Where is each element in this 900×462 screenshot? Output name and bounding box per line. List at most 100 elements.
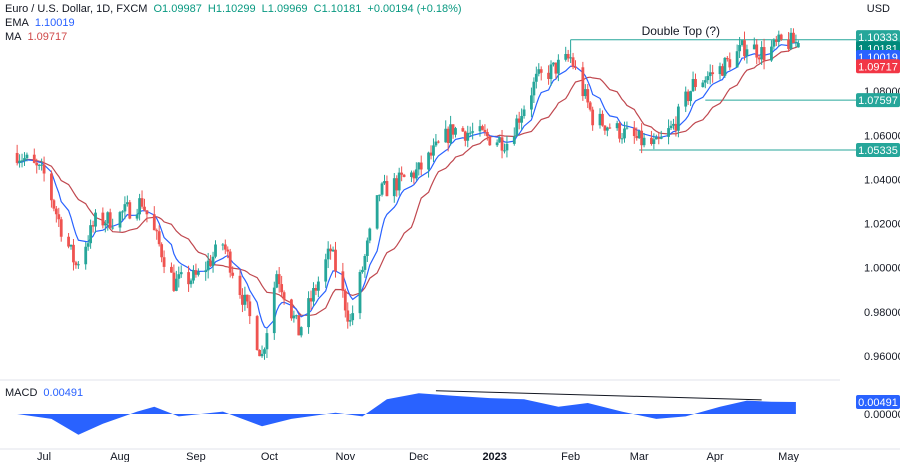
y-tick-label: 1.04000 (864, 174, 900, 186)
candle-body (72, 244, 75, 263)
candle-body (245, 294, 249, 302)
candle-body (243, 294, 247, 305)
candle-body (530, 95, 533, 110)
candle-body (757, 57, 761, 60)
candle-body (485, 132, 489, 137)
candle-body (194, 270, 198, 275)
candle-body (160, 244, 164, 258)
candle-body (103, 223, 107, 226)
currency-label: USD (866, 3, 890, 15)
symbol-title: Euro / U.S. Dollar, 1D, FXCM (5, 3, 148, 15)
chart-legend-ohlc: Euro / U.S. Dollar, 1D, FXCM O1.09987 H1… (5, 3, 462, 15)
candle-body (429, 152, 433, 156)
candle-body (549, 64, 553, 79)
candle-body (689, 91, 693, 102)
candle-body (290, 299, 293, 319)
candle-body (721, 66, 724, 76)
ma-line (16, 45, 799, 316)
candle-body (170, 266, 173, 273)
candle-body (669, 125, 673, 129)
candle-body (52, 200, 56, 209)
candle-body (419, 162, 423, 170)
candle-body (400, 172, 404, 175)
ema-legend[interactable]: EMA 1.10019 (5, 17, 75, 29)
candle-body (23, 158, 26, 161)
candle-body (402, 174, 406, 177)
candle-body (789, 32, 793, 49)
candle-body (718, 66, 722, 75)
candle-body (145, 210, 149, 215)
macd-price-tag-label: 0.00491 (858, 397, 898, 409)
x-tick-label: Feb (561, 451, 580, 462)
low-value: L1.09969 (261, 3, 308, 15)
candle-body (466, 132, 470, 141)
candle-body (728, 59, 732, 68)
candle-body (282, 292, 286, 300)
candle-body (774, 39, 778, 42)
candle-body (552, 62, 555, 65)
candle-body (143, 206, 146, 211)
candle-body (106, 212, 110, 224)
candle-body (292, 315, 296, 319)
change-value: +0.00194 (+0.18%) (367, 3, 462, 15)
candle-body (299, 327, 303, 336)
candle-body (537, 69, 541, 74)
candle-body (701, 82, 705, 88)
macd-legend[interactable]: MACD 0.00491 (5, 387, 83, 399)
candle-body (625, 127, 629, 129)
candle-body (365, 240, 369, 256)
candle-body (397, 172, 401, 191)
candle-body (294, 315, 298, 317)
candle-body (241, 294, 244, 305)
candle-body (659, 136, 663, 139)
candle-body (135, 214, 139, 219)
candle-body (260, 353, 264, 357)
x-tick-label: Sep (186, 451, 206, 462)
candle-body (556, 59, 560, 74)
candle-body (280, 284, 284, 293)
candle-body (361, 269, 364, 273)
candle-body (255, 316, 259, 351)
candle-body (228, 251, 232, 273)
candle-body (706, 76, 710, 81)
candle-body (316, 281, 320, 291)
candle-body (76, 264, 80, 266)
candle-body (40, 164, 44, 166)
candle-body (231, 272, 235, 276)
candle-body (25, 154, 29, 159)
candle-body (517, 118, 521, 123)
candle-body (640, 130, 644, 146)
candle-body (539, 69, 543, 73)
macd-area (17, 393, 796, 435)
candle-body (623, 128, 626, 139)
candle-body (770, 46, 773, 61)
ma-legend[interactable]: MA 1.09717 (5, 31, 67, 43)
candle-body (37, 164, 41, 166)
double-top-annotation: Double Top (?) (642, 24, 721, 38)
candle-body (20, 160, 24, 162)
candle-body (331, 249, 335, 252)
candle-body (309, 298, 313, 302)
candle-body (69, 244, 73, 247)
price-tag-label: 1.05335 (858, 145, 898, 157)
candle-body (471, 131, 475, 133)
candle-body (674, 123, 678, 131)
candle-body (392, 178, 396, 197)
candle-body (488, 136, 492, 146)
ema-label: EMA (5, 17, 29, 29)
candle-body (162, 257, 166, 267)
candle-body (691, 78, 695, 92)
candle-body (598, 113, 602, 126)
candle-body (91, 225, 95, 227)
candle-body (564, 53, 568, 60)
x-tick-label: Dec (409, 451, 429, 462)
candle-body (667, 128, 670, 137)
candle-body (54, 208, 58, 215)
candle-body (84, 246, 88, 265)
candle-body (378, 194, 381, 196)
candle-body (738, 45, 741, 52)
candle-body (762, 47, 766, 61)
candle-body (383, 181, 386, 184)
candle-body (155, 230, 159, 232)
